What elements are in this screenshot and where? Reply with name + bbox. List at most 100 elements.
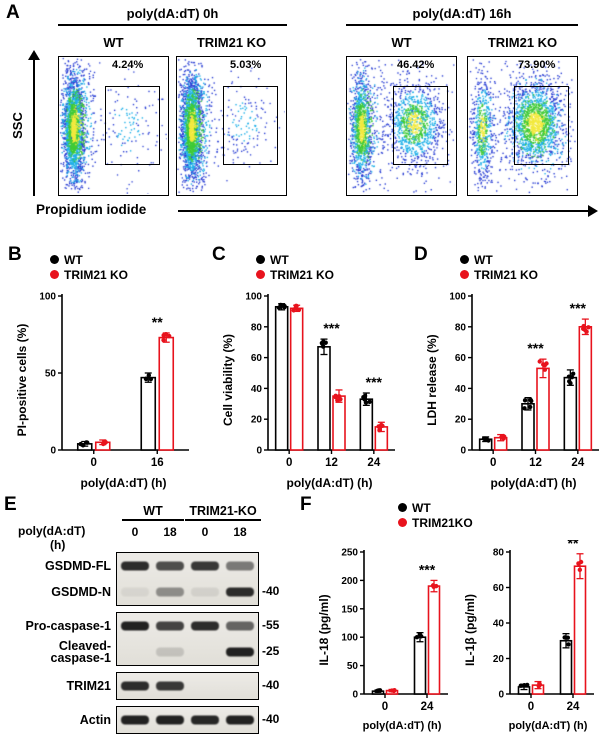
- blot-band: [225, 621, 254, 631]
- blot-protein-label: Actin: [79, 712, 111, 727]
- x-tick-label: 0: [528, 701, 534, 713]
- lane-label: 0: [131, 525, 139, 539]
- legend-item-wt: WT: [256, 252, 401, 267]
- blot-membrane: [116, 706, 259, 734]
- legend-item-ko: TRIM21 KO: [460, 267, 605, 282]
- legend-item-wt: WT: [398, 500, 473, 515]
- data-point: [84, 440, 89, 445]
- x-axis-label: poly(dA:dT) (h): [362, 720, 442, 732]
- x-axis-label: poly(dA:dT) (h): [286, 476, 373, 490]
- y-tick-label: 50: [45, 369, 57, 380]
- y-tick-label: 100: [341, 633, 358, 644]
- bar-chart-il18: 0 50 100 150 200 250 0 24 ***: [341, 548, 448, 713]
- bar: [332, 395, 346, 451]
- blot-membrane: [116, 672, 259, 700]
- legend-item-ko: TRIM21KO: [398, 515, 473, 530]
- x-tick-label: 0: [91, 457, 97, 469]
- data-point: [389, 688, 395, 693]
- flow-scatter-canvas: [177, 57, 285, 194]
- bar: [289, 307, 304, 451]
- gate-box: [513, 85, 570, 165]
- y-tick-label: 40: [455, 384, 467, 395]
- data-point: [294, 303, 299, 309]
- blot-protein-label: GSDMD-N: [51, 584, 111, 599]
- blot-membrane: [116, 552, 259, 606]
- data-point: [377, 688, 383, 693]
- bar: [140, 376, 157, 451]
- x-tick-label: 0: [286, 457, 292, 469]
- blot-protein-label: Pro-caspase-1: [25, 618, 111, 633]
- data-point: [581, 323, 586, 329]
- y-tick-label: 0: [498, 690, 504, 701]
- data-point: [565, 635, 571, 640]
- mw-marker: -25: [262, 644, 280, 658]
- y-tick-label: 40: [251, 384, 263, 395]
- data-point: [296, 307, 302, 312]
- y-tick-label: 0: [50, 446, 56, 457]
- mw-marker: [259, 552, 295, 578]
- bar: [427, 585, 441, 695]
- y-tick-label: 60: [493, 583, 505, 594]
- bar: [521, 403, 535, 451]
- bar-chart-ldh-release: 0 20 40 60 80 100 0 12 24 *** ***: [449, 292, 599, 469]
- bar: [359, 398, 374, 451]
- blot-band: [155, 681, 184, 691]
- chart-il18: IL-18 (pg/ml) 0 50 100 150 200 250 0 24 *** poly…: [316, 540, 454, 732]
- x-tick-label: 0: [490, 457, 496, 469]
- significance-label: ***: [570, 300, 587, 316]
- ko-dot-icon: [460, 270, 469, 279]
- bar: [578, 325, 593, 451]
- data-point: [166, 333, 172, 339]
- x-tick-label: 12: [325, 457, 338, 469]
- data-point: [101, 441, 106, 447]
- data-point: [542, 362, 548, 368]
- genotype-label-wt-0h: WT: [103, 35, 124, 50]
- blot-band-row: [117, 553, 258, 579]
- significance-label: ***: [323, 320, 340, 336]
- x-axis-label: poly(dA:dT) (h): [490, 476, 577, 490]
- data-point: [577, 567, 583, 573]
- y-axis-label: LDH release (%): [425, 334, 439, 426]
- legend-item-ko: TRIM21 KO: [256, 267, 401, 282]
- gate-percentage: 73.90%: [518, 59, 556, 71]
- data-point: [379, 422, 384, 428]
- mw-marker: -55: [262, 618, 280, 632]
- data-point: [338, 397, 343, 402]
- data-point: [518, 683, 524, 688]
- blot-band-row: [117, 673, 258, 699]
- mw-marker: -40: [262, 712, 280, 726]
- blot-band: [120, 621, 149, 631]
- chart-pi-positive-cells: WT TRIM21 KO PI-positive cells (%) 0 50 10…: [14, 252, 195, 490]
- x-tick-label: 16: [151, 457, 164, 469]
- blot-group-wt: WT: [122, 504, 184, 521]
- chart-il1b: IL-1β (pg/ml) 0 20 40 60 80 0 24 ** poly(dA:dT)…: [462, 540, 600, 732]
- legend-item-wt: WT: [460, 252, 605, 267]
- data-point: [161, 337, 166, 343]
- y-tick-label: 150: [341, 604, 358, 615]
- blot-band: [190, 561, 219, 571]
- ssc-axis-label: SSC: [9, 112, 25, 139]
- data-point: [566, 374, 572, 379]
- blot-band: [155, 621, 184, 631]
- blot-protein-label: TRIM21: [66, 678, 111, 693]
- bar: [158, 336, 175, 451]
- data-point: [522, 398, 528, 403]
- ssc-axis-arrowhead-icon: [28, 50, 40, 60]
- data-point: [362, 393, 368, 399]
- blot-band: [155, 647, 184, 657]
- legend-label: WT: [64, 252, 83, 267]
- blot-band: [120, 681, 149, 691]
- data-point: [568, 380, 573, 386]
- blot-band: [155, 587, 184, 597]
- wt-dot-icon: [50, 255, 59, 264]
- legend-item-wt: WT: [50, 252, 195, 267]
- data-point: [80, 443, 86, 448]
- flow-plot-ko-16h: 73.90%: [467, 56, 578, 196]
- bar-chart-il1b: 0 20 40 60 80 0 24 **: [493, 540, 594, 713]
- panel-label-d: D: [414, 244, 428, 265]
- data-point: [576, 561, 581, 566]
- blot-band: [225, 561, 254, 571]
- x-tick-label: 24: [571, 457, 584, 469]
- data-point: [562, 635, 567, 640]
- legend-label: TRIM21KO: [412, 515, 473, 530]
